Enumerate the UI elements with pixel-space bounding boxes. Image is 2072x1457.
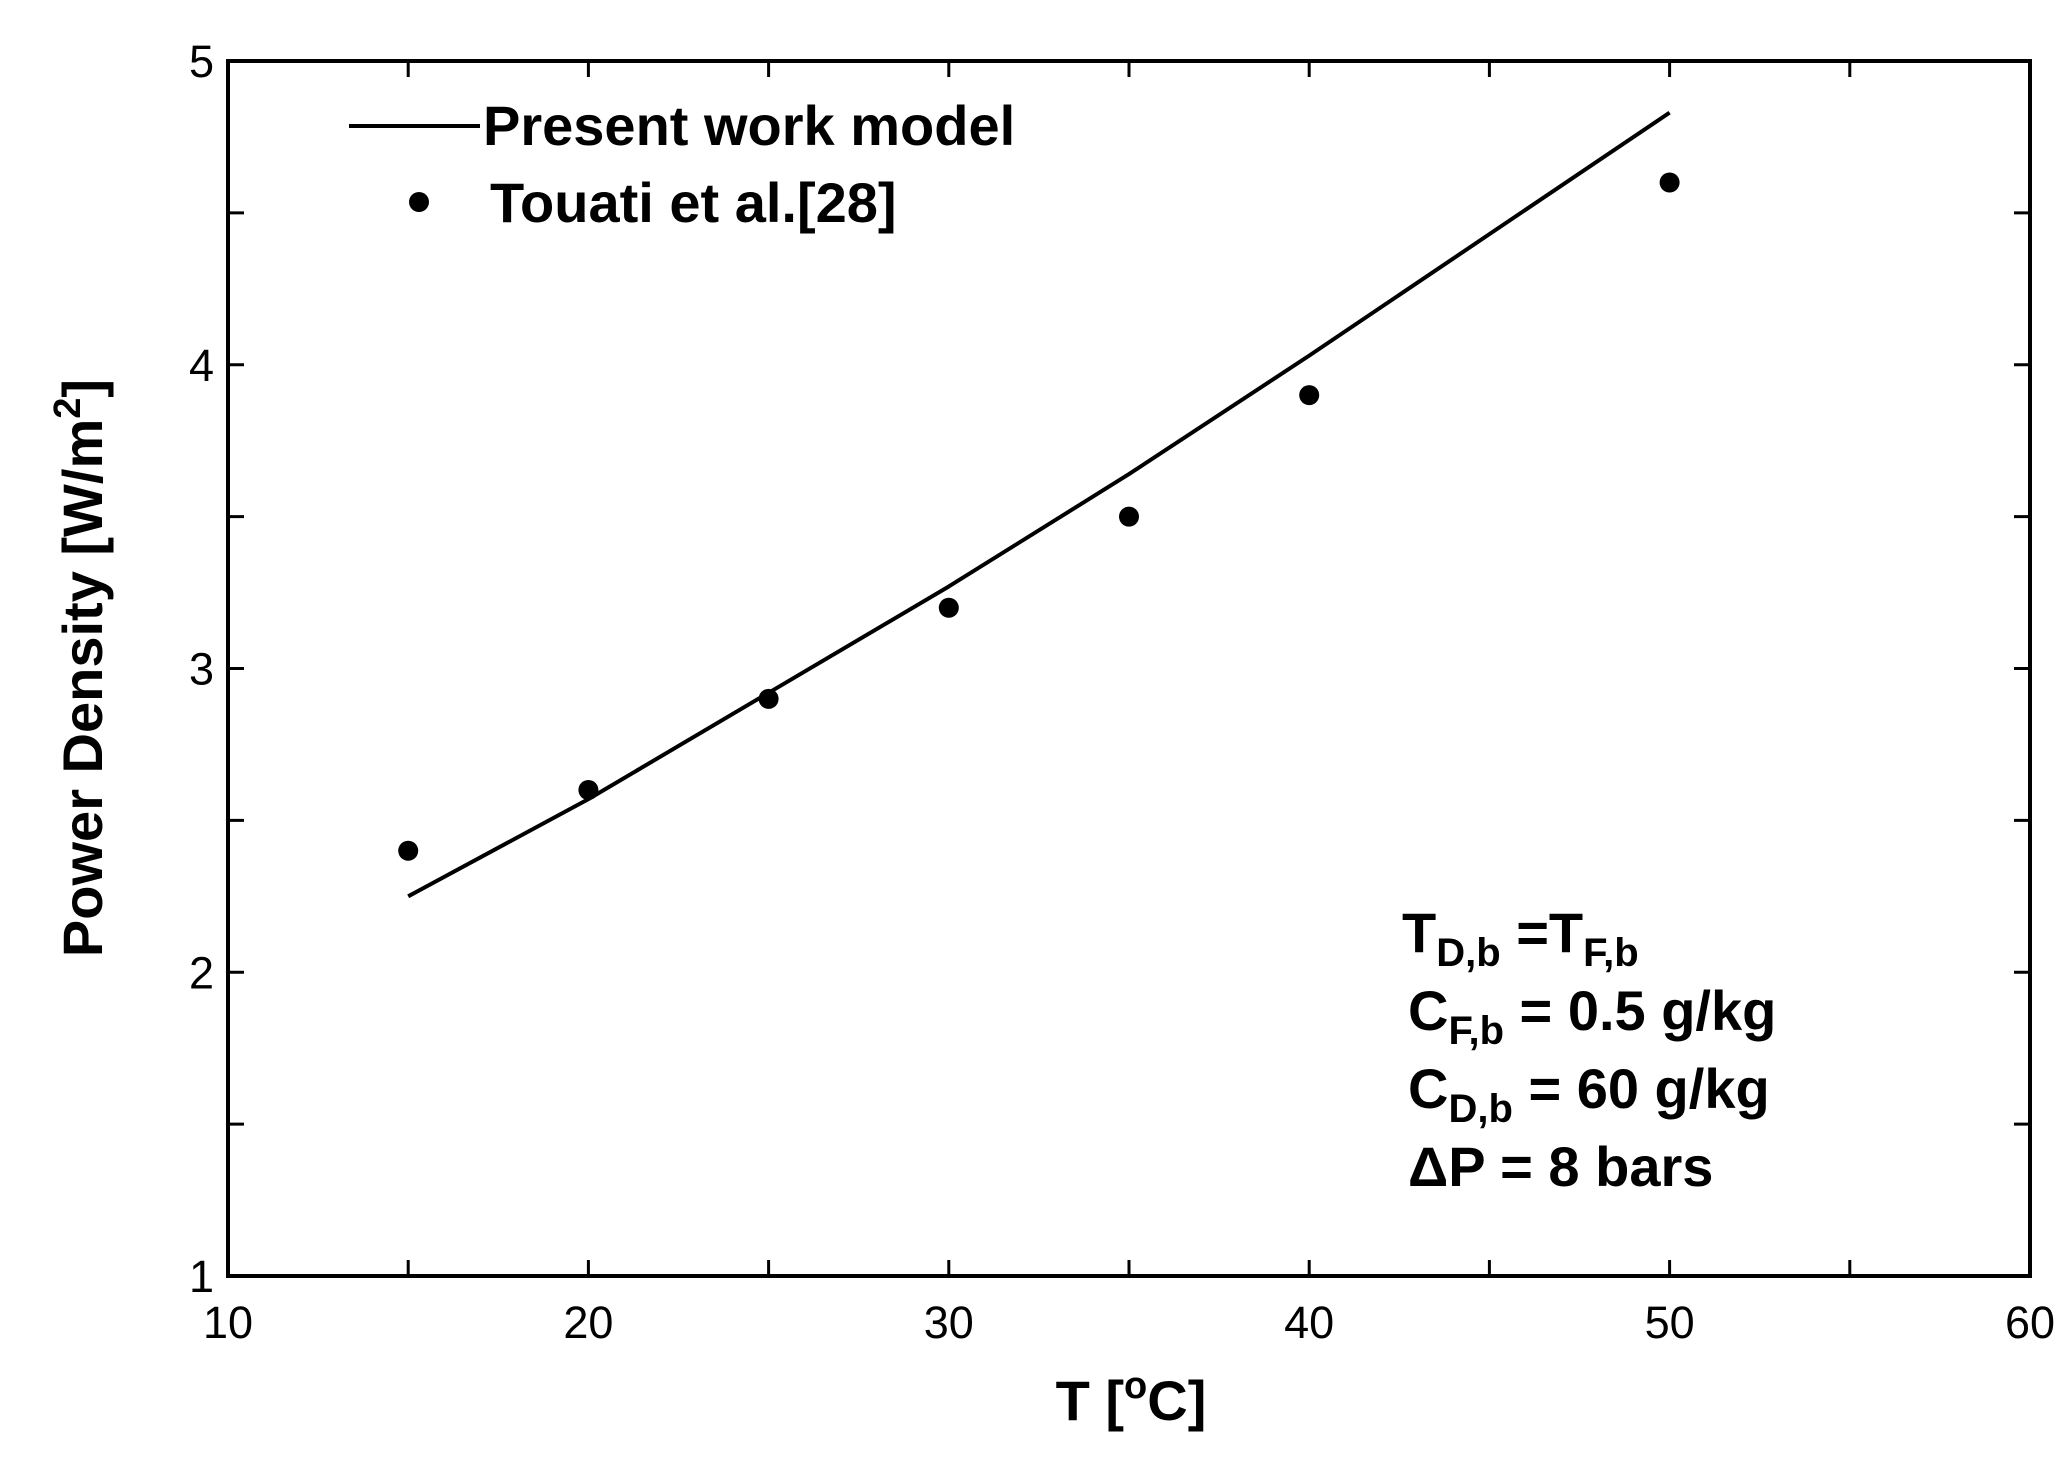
legend: Present work model Touati et al.[28]	[349, 94, 1015, 234]
y-tick-label: 3	[189, 644, 214, 695]
series-layer	[398, 110, 1680, 899]
tick-labels: 10 20 30 40 50 60 1 2 3 4 5	[189, 36, 2055, 1348]
y-tick-label: 1	[189, 1251, 214, 1302]
x-axis-title-sup: o	[1124, 1365, 1147, 1407]
annotation-line-3: CD,b = 60 g/kg	[1408, 1057, 1770, 1131]
conditions-annotation: TD,b =TF,b CF,b = 0.5 g/kg CD,b = 60 g/k…	[1402, 901, 1776, 1198]
legend-marker-swatch	[409, 192, 429, 212]
y-tick-label: 2	[189, 947, 214, 998]
data-point-touati	[758, 688, 779, 709]
annotation-2-b: = 0.5 g/kg	[1504, 979, 1776, 1042]
annotation-2-a-sub: F,b	[1448, 1009, 1504, 1053]
legend-label-model: Present work model	[483, 94, 1015, 157]
x-tick-label: 30	[924, 1297, 974, 1348]
legend-label-touati: Touati et al.[28]	[490, 171, 897, 234]
annotation-3-a-sub: D,b	[1448, 1087, 1512, 1131]
x-axis-title-unit: C]	[1147, 1369, 1206, 1432]
x-axis-title: T [oC]	[1056, 1365, 1207, 1432]
axis-ticks	[226, 59, 2032, 1278]
y-tick-label: 5	[189, 36, 214, 87]
annotation-1-a: T	[1402, 901, 1436, 964]
data-point-touati	[398, 840, 419, 861]
y-axis-title-sup: 2	[47, 398, 89, 419]
y-tick-label: 4	[189, 340, 214, 391]
data-point-touati	[1299, 385, 1320, 406]
series-line-model	[407, 110, 1671, 899]
annotation-2-a: C	[1408, 979, 1448, 1042]
data-point-touati	[578, 780, 599, 800]
x-tick-label: 50	[1645, 1297, 1695, 1348]
x-tick-label: 60	[2005, 1297, 2055, 1348]
data-point-touati	[1659, 172, 1680, 193]
y-axis-title-end: ]	[51, 379, 114, 398]
annotation-3-b: = 60 g/kg	[1513, 1057, 1770, 1120]
data-point-touati	[1119, 506, 1139, 527]
x-tick-label: 20	[563, 1297, 613, 1348]
y-axis-title: Power Density [W/m2]	[47, 379, 114, 957]
annotation-1-b-sub: F,b	[1583, 931, 1639, 975]
annotation-3-a: C	[1408, 1057, 1448, 1120]
x-tick-label: 10	[203, 1297, 253, 1348]
annotation-line-4: ΔP = 8 bars	[1408, 1135, 1713, 1198]
data-point-touati	[938, 597, 959, 618]
x-axis-title-main: T [	[1056, 1369, 1124, 1432]
annotation-line-1: TD,b =TF,b	[1402, 901, 1639, 975]
annotation-line-2: CF,b = 0.5 g/kg	[1408, 979, 1776, 1053]
annotation-1-a-sub: D,b	[1436, 931, 1500, 975]
y-axis-title-main: Power Density [W/m	[51, 419, 114, 957]
annotation-1-b: =T	[1501, 901, 1583, 964]
x-tick-label: 40	[1284, 1297, 1334, 1348]
